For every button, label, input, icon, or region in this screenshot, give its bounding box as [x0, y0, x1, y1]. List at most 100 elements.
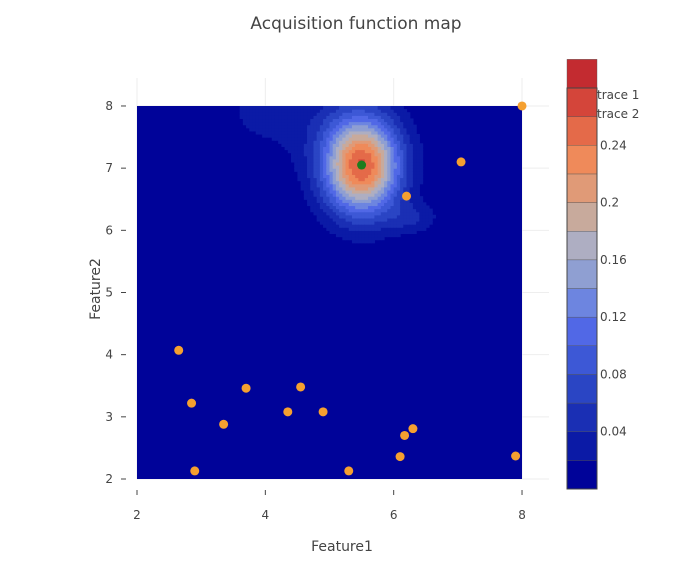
contour-cell — [377, 186, 382, 191]
contour-cell — [390, 193, 395, 197]
contour-cell — [400, 149, 404, 154]
contour-cell — [262, 121, 266, 126]
contour-cell — [316, 133, 321, 138]
contour-cell — [412, 155, 417, 160]
contour-cell — [387, 109, 392, 113]
contour-cell — [332, 146, 337, 151]
contour-cell — [403, 143, 408, 147]
contour-cell — [313, 165, 318, 169]
contour-cell — [339, 224, 343, 228]
contour-cell — [252, 127, 257, 132]
trace-1-point[interactable] — [517, 101, 527, 111]
contour-cell — [416, 227, 420, 231]
trace-1-point[interactable] — [190, 466, 200, 476]
contour-cell — [332, 165, 337, 169]
contour-cell — [355, 196, 359, 200]
contour-cell — [342, 118, 347, 123]
contour-cell — [400, 174, 404, 179]
contour-cell — [281, 133, 286, 138]
contour-cell — [255, 112, 260, 116]
trace-1-point[interactable] — [296, 382, 306, 392]
contour-cell — [307, 174, 311, 179]
contour-cell — [307, 124, 311, 129]
trace-1-point[interactable] — [174, 345, 184, 355]
contour-cell — [323, 146, 327, 151]
trace-1-point[interactable] — [402, 191, 412, 201]
contour-cell — [368, 174, 372, 179]
contour-cell — [287, 146, 292, 151]
trace-1-point[interactable] — [344, 466, 354, 476]
contour-cell — [258, 106, 263, 110]
contour-cell — [345, 193, 350, 197]
contour-cell — [393, 146, 398, 151]
contour-cell — [384, 205, 388, 210]
contour-cell — [393, 227, 398, 231]
contour-cell — [307, 189, 311, 194]
contour-cell — [390, 158, 395, 163]
contour-cell — [384, 220, 388, 225]
contour-cell — [335, 115, 340, 120]
colorbar-outline — [566, 87, 598, 490]
contour-cell — [326, 165, 331, 169]
contour-cell — [361, 177, 366, 182]
trace-1-point[interactable] — [318, 407, 328, 417]
contour-cell — [393, 214, 398, 219]
contour-cell — [242, 118, 247, 123]
contour-cell — [335, 174, 340, 179]
contour-cell — [323, 112, 327, 116]
contour-cell — [390, 211, 395, 216]
contour-cell — [319, 211, 324, 216]
contour-cell — [303, 146, 308, 151]
contour-cell — [371, 155, 376, 160]
trace-1-point[interactable] — [219, 419, 229, 429]
trace-1-point[interactable] — [400, 430, 410, 440]
contour-cell — [316, 161, 321, 166]
contour-cell — [371, 220, 376, 225]
contour-cell — [246, 109, 250, 113]
contour-cell — [342, 146, 347, 151]
contour-cell — [339, 186, 343, 191]
contour-cell — [316, 155, 321, 160]
contour-cell — [335, 165, 340, 169]
contour-cell — [374, 227, 379, 231]
contour-cell — [342, 208, 347, 213]
trace-1-point[interactable] — [187, 398, 197, 408]
contour-cell — [412, 149, 417, 154]
colorbar-tick-label: 0.16 — [600, 253, 627, 267]
contour-cell — [396, 155, 401, 160]
contour-cell — [294, 115, 299, 120]
contour-cell — [400, 137, 404, 141]
contour-cell — [422, 224, 427, 228]
contour-cell — [419, 220, 424, 225]
trace-1-point[interactable] — [408, 424, 418, 434]
contour-cell — [358, 127, 363, 132]
contour-cell — [380, 168, 385, 172]
contour-cell — [329, 165, 334, 169]
contour-cell — [400, 224, 404, 228]
legend-item-trace-2[interactable]: trace 2 — [597, 107, 639, 121]
contour-cell — [406, 155, 411, 160]
contour-cell — [400, 217, 404, 222]
contour-cell — [329, 155, 334, 160]
contour-cell — [396, 112, 401, 116]
contour-cell — [390, 177, 395, 182]
contour-cell — [351, 155, 356, 160]
contour-cell — [274, 127, 279, 132]
contour-cell — [393, 186, 398, 191]
contour-cell — [307, 149, 311, 154]
trace-1-point[interactable] — [395, 452, 405, 462]
contour-cell — [387, 133, 392, 138]
contour-cell — [364, 199, 369, 203]
trace-2-point[interactable] — [357, 160, 367, 170]
legend-item-trace-1[interactable]: trace 1 — [597, 88, 639, 102]
contour-cell — [268, 106, 273, 110]
contour-cell — [393, 189, 398, 194]
trace-1-point[interactable] — [283, 407, 293, 417]
trace-1-point[interactable] — [241, 383, 251, 393]
contour-cell — [396, 217, 401, 222]
trace-1-point[interactable] — [511, 451, 521, 461]
trace-1-point[interactable] — [456, 157, 466, 167]
legend[interactable]: trace 1 trace 2 — [597, 88, 639, 121]
contour-cell — [355, 208, 359, 213]
contour-cell — [326, 220, 331, 225]
